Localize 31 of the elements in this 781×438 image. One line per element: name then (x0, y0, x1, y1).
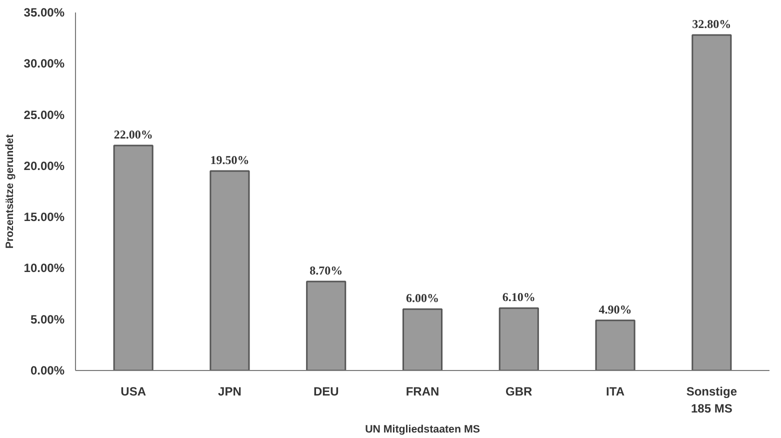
bar (402, 308, 443, 370)
y-tick-label: 30.00% (24, 56, 65, 71)
bar (306, 280, 346, 370)
x-tick-label: Sonstige 185 MS (686, 384, 738, 416)
x-tick-label: JPN (218, 384, 242, 398)
data-label: 6.00% (406, 291, 439, 306)
y-tick-label: 10.00% (24, 261, 65, 276)
bar (498, 307, 539, 370)
data-label: 6.10% (502, 290, 536, 304)
data-label: 19.50% (210, 153, 250, 168)
y-tick-label: 0.00% (30, 364, 65, 378)
y-tick-label: 35.00% (24, 6, 65, 20)
y-tick-label: 15.00% (24, 210, 65, 224)
data-label: 4.90% (598, 302, 632, 316)
x-tick-label: DEU (313, 384, 339, 398)
y-axis-title: Prozentsätze gerundet (4, 134, 16, 249)
y-tick-label: 5.00% (30, 312, 65, 326)
x-axis-title: UN Mitgliedstaaten MS (365, 423, 480, 436)
x-tick-label: GBR (506, 384, 533, 398)
data-label: 22.00% (114, 127, 153, 142)
data-label: 8.70% (310, 264, 343, 278)
x-tick-label: FRAN (406, 384, 440, 398)
bar (595, 320, 636, 370)
x-tick-label: ITA (606, 384, 625, 398)
x-tick-label: USA (120, 384, 146, 398)
y-tick-label: 20.00% (24, 158, 65, 173)
bar (692, 34, 732, 370)
bar (113, 144, 154, 370)
bar (210, 170, 250, 370)
y-tick-label: 25.00% (24, 108, 65, 122)
data-label: 32.80% (692, 17, 732, 32)
